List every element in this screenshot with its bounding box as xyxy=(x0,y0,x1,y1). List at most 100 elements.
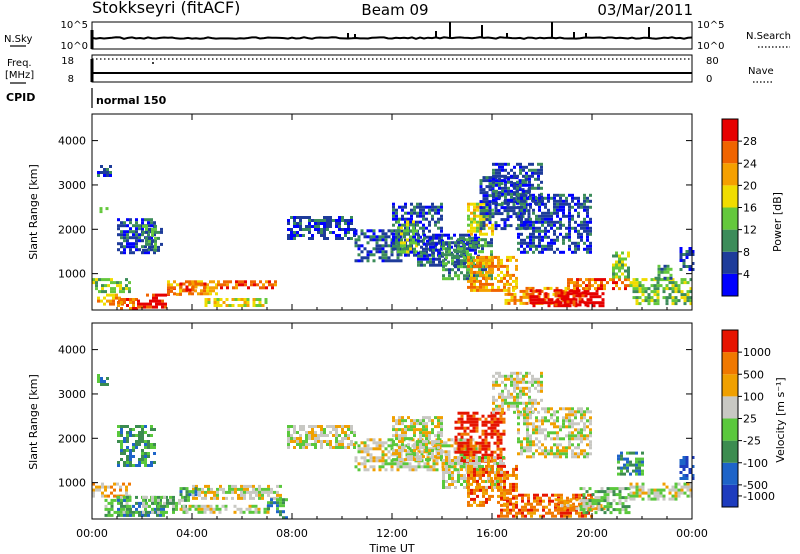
velocity-echo-cell xyxy=(482,488,485,492)
velocity-echo-cell xyxy=(270,498,273,502)
velocity-echo-cell xyxy=(116,510,120,514)
velocity-echo-cell xyxy=(653,494,657,498)
power-echo-cell xyxy=(525,171,528,175)
power-echo-cell xyxy=(528,162,531,166)
power-echo-cell xyxy=(526,223,529,227)
velocity-echo-cell xyxy=(287,443,290,446)
velocity-echo-cell xyxy=(459,453,463,457)
power-echo-cell xyxy=(481,271,484,275)
power-echo-cell xyxy=(577,235,580,239)
velocity-echo-cell xyxy=(372,465,376,469)
power-echo-cell xyxy=(122,290,125,294)
velocity-echo-cell xyxy=(435,450,439,454)
velocity-echo-cell xyxy=(255,490,258,494)
velocity-echo-cell xyxy=(544,407,547,411)
power-echo-cell xyxy=(552,292,556,296)
power-echo-cell xyxy=(506,255,509,259)
power-echo-cell xyxy=(123,245,126,249)
power-echo-cell xyxy=(518,182,522,186)
velocity-echo-cell xyxy=(381,450,385,454)
power-echo-cell xyxy=(440,208,443,212)
power-echo-cell xyxy=(603,287,606,291)
power-echo-cell xyxy=(369,253,373,257)
velocity-echo-cell xyxy=(434,416,437,420)
power-echo-cell xyxy=(638,284,642,288)
velocity-echo-cell xyxy=(612,499,616,503)
velocity-echo-cell xyxy=(299,446,302,449)
velocity-echo-cell xyxy=(390,438,394,442)
power-echo-cell xyxy=(577,214,580,218)
velocity-echo-cell xyxy=(653,488,657,492)
power-echo-cell xyxy=(562,211,565,215)
power-echo-cell xyxy=(574,250,577,254)
power-echo-cell xyxy=(592,292,596,296)
velocity-echo-cell xyxy=(533,505,536,509)
velocity-echo-cell xyxy=(641,472,644,476)
power-echo-cell xyxy=(419,202,422,206)
velocity-echo-cell xyxy=(568,440,571,444)
power-echo-cell xyxy=(498,195,501,199)
velocity-echo-cell xyxy=(141,431,144,434)
power-echo-cell xyxy=(487,244,490,248)
velocity-echo-cell xyxy=(524,505,527,509)
power-echo-cell xyxy=(500,218,504,222)
power-echo-cell xyxy=(497,285,500,289)
velocity-echo-cell xyxy=(492,410,495,414)
power-echo-cell xyxy=(413,250,416,254)
velocity-echo-cell xyxy=(482,500,485,504)
power-echo-cell xyxy=(155,293,158,297)
power-echo-cell xyxy=(226,286,229,290)
power-echo-cell xyxy=(466,268,469,272)
power-echo-cell xyxy=(589,193,592,197)
velocity-echo-cell xyxy=(456,438,460,442)
velocity-echo-cell xyxy=(475,462,478,465)
power-echo-cell xyxy=(479,185,483,189)
velocity-echo-cell xyxy=(194,493,198,497)
velocity-echo-cell xyxy=(583,449,586,453)
velocity-echo-cell xyxy=(469,444,473,448)
power-echo-cell xyxy=(522,301,526,305)
velocity-echo-cell xyxy=(447,456,451,460)
velocity-echo-cell xyxy=(401,431,404,435)
velocity-echo-cell xyxy=(522,377,525,381)
velocity-echo-cell xyxy=(482,473,485,477)
velocity-echo-cell xyxy=(503,514,506,518)
velocity-echo-cell xyxy=(126,440,129,443)
power-echo-cell xyxy=(191,282,195,286)
power-echo-cell xyxy=(311,219,314,222)
velocity-echo-cell xyxy=(556,449,559,453)
power-echo-cell xyxy=(574,241,577,245)
velocity-echo-cell xyxy=(626,451,629,455)
power-echo-cell xyxy=(557,291,561,295)
velocity-echo-cell xyxy=(276,498,279,502)
velocity-echo-cell xyxy=(506,508,509,512)
velocity-echo-cell xyxy=(195,496,198,500)
power-echo-cell xyxy=(308,228,311,231)
power-echo-cell xyxy=(492,174,495,178)
power-echo-cell xyxy=(488,255,491,259)
power-echo-cell xyxy=(403,244,406,248)
power-echo-cell xyxy=(274,280,277,284)
velocity-echo-cell xyxy=(126,461,129,464)
velocity-echo-cell xyxy=(314,443,317,446)
velocity-echo-cell xyxy=(496,456,500,460)
velocity-echo-cell xyxy=(526,449,529,453)
power-echo-cell xyxy=(129,301,132,304)
power-echo-cell xyxy=(641,299,645,303)
velocity-echo-cell xyxy=(457,411,461,415)
velocity-echo-cell xyxy=(95,485,98,489)
power-echo-cell xyxy=(392,235,395,239)
power-echo-cell xyxy=(656,290,660,294)
velocity-echo-cell xyxy=(562,452,565,456)
velocity-echo-cell xyxy=(597,496,601,500)
power-echo-cell xyxy=(583,220,586,224)
velocity-echo-cell xyxy=(481,423,485,427)
velocity-echo-cell xyxy=(381,456,385,460)
velocity-echo-cell xyxy=(234,487,237,491)
power-echo-cell xyxy=(603,284,606,288)
power-echo-cell xyxy=(647,302,651,306)
velocity-echo-cell xyxy=(476,473,479,477)
velocity-echo-cell xyxy=(501,380,504,384)
velocity-echo-cell xyxy=(384,441,388,445)
power-echo-cell xyxy=(559,289,563,293)
